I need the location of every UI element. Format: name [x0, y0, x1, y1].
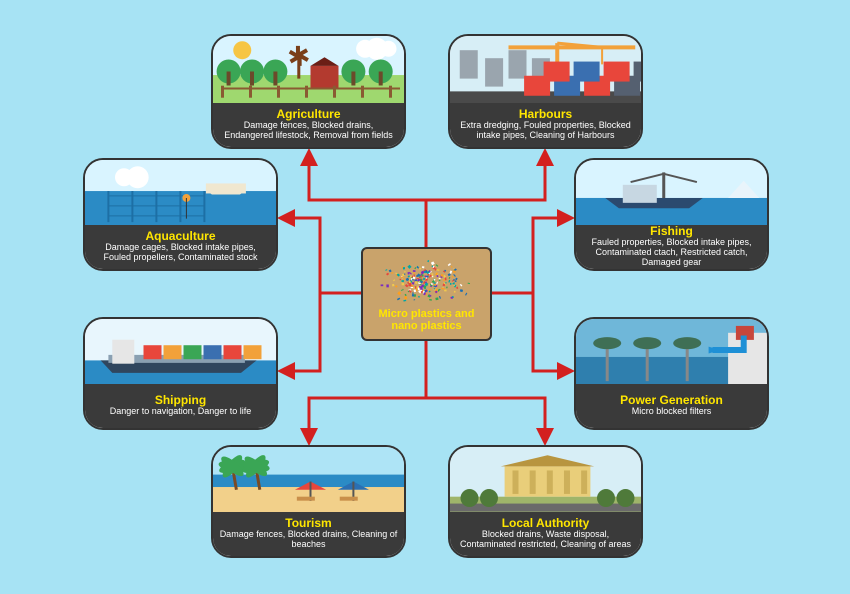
arrow-1 [426, 151, 545, 247]
card-tourism: TourismDamage fences, Blocked drains, Cl… [211, 445, 406, 558]
aquaculture-scene [85, 160, 276, 225]
local-desc: Blocked drains, Waste disposal, Contamin… [456, 530, 635, 550]
local-caption: Local AuthorityBlocked drains, Waste dis… [450, 512, 641, 556]
arrow-6 [309, 341, 426, 443]
shipping-caption: ShippingDanger to navigation, Danger to … [85, 384, 276, 428]
card-local: Local AuthorityBlocked drains, Waste dis… [448, 445, 643, 558]
power-caption: Power GenerationMicro blocked filters [576, 384, 767, 428]
harbours-scene [450, 36, 641, 103]
aquaculture-caption: AquacultureDamage cages, Blocked intake … [85, 225, 276, 269]
local-scene [450, 447, 641, 512]
card-power: Power GenerationMicro blocked filters [574, 317, 769, 430]
card-harbours: HarboursExtra dredging, Fouled propertie… [448, 34, 643, 149]
center-label: Micro plastics and nano plastics [363, 308, 490, 333]
card-fishing: FishingFauled properties, Blocked intake… [574, 158, 769, 271]
agriculture-desc: Damage fences, Blocked drains, Endangere… [219, 121, 398, 141]
card-shipping: ShippingDanger to navigation, Danger to … [83, 317, 278, 430]
tourism-caption: TourismDamage fences, Blocked drains, Cl… [213, 512, 404, 556]
aquaculture-desc: Damage cages, Blocked intake pipes, Foul… [91, 243, 270, 263]
microplastics-art [373, 255, 480, 304]
tourism-scene [213, 447, 404, 512]
power-desc: Micro blocked filters [632, 407, 712, 417]
power-scene [576, 319, 767, 384]
harbours-caption: HarboursExtra dredging, Fouled propertie… [450, 103, 641, 147]
arrow-2 [280, 218, 361, 293]
fishing-desc: Fauled properties, Blocked intake pipes,… [582, 238, 761, 268]
agriculture-caption: AgricultureDamage fences, Blocked drains… [213, 103, 404, 147]
agriculture-scene [213, 36, 404, 103]
fishing-caption: FishingFauled properties, Blocked intake… [576, 225, 767, 269]
card-aquaculture: AquacultureDamage cages, Blocked intake … [83, 158, 278, 271]
arrow-7 [426, 341, 545, 443]
arrow-5 [492, 293, 572, 371]
shipping-desc: Danger to navigation, Danger to life [110, 407, 252, 417]
shipping-scene [85, 319, 276, 384]
arrow-0 [309, 151, 426, 247]
diagram-canvas: Micro plastics and nano plastics Agricult… [0, 0, 850, 594]
arrow-3 [492, 218, 572, 293]
harbours-desc: Extra dredging, Fouled properties, Block… [456, 121, 635, 141]
card-agriculture: AgricultureDamage fences, Blocked drains… [211, 34, 406, 149]
arrow-4 [280, 293, 361, 371]
fishing-scene [576, 160, 767, 225]
tourism-desc: Damage fences, Blocked drains, Cleaning … [219, 530, 398, 550]
center-node: Micro plastics and nano plastics [361, 247, 492, 341]
